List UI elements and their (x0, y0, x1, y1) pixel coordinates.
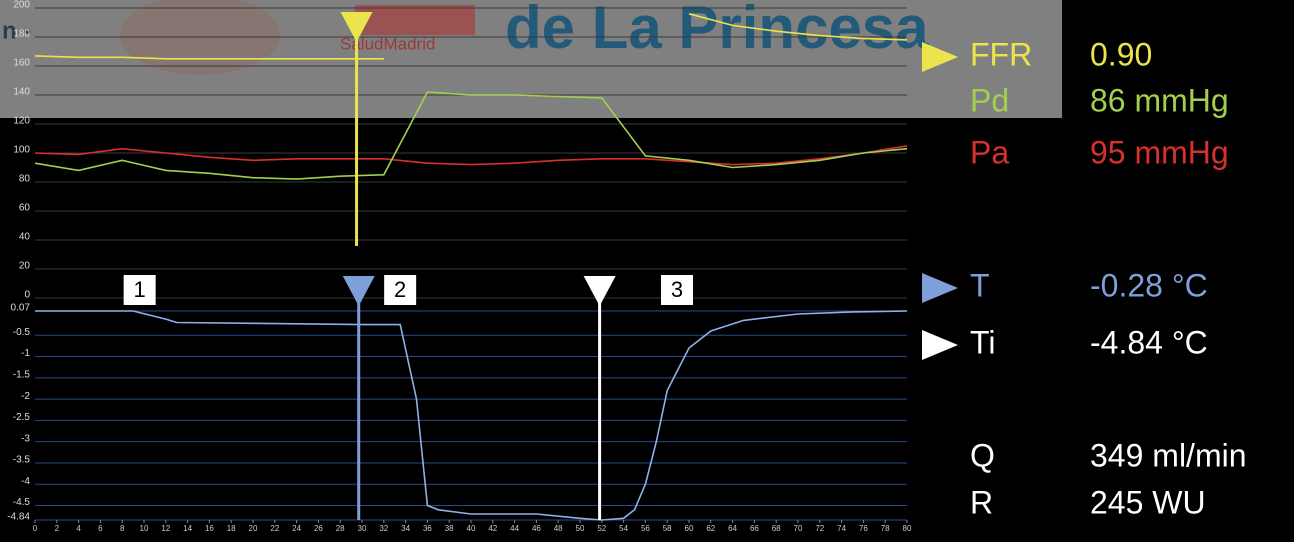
readout-value: -0.28 °C (1090, 267, 1208, 303)
readout-value: 95 mmHg (1090, 134, 1229, 170)
x-tick-label: 10 (140, 524, 149, 533)
y-tick-label: -2 (21, 391, 30, 402)
x-tick-label: 14 (183, 524, 192, 533)
y-tick-label: 160 (13, 58, 30, 69)
x-tick-label: 38 (445, 524, 454, 533)
x-tick-label: 26 (314, 524, 323, 533)
x-tick-label: 8 (120, 524, 125, 533)
x-tick-label: 42 (488, 524, 497, 533)
y-tick-label: -1 (21, 348, 30, 359)
annotation-label: 3 (671, 277, 683, 302)
x-tick-label: 32 (379, 524, 388, 533)
x-tick-label: 2 (55, 524, 60, 533)
y-tick-label: -1.5 (13, 369, 31, 380)
y-tick-label: -4.5 (13, 497, 31, 508)
x-tick-label: 12 (161, 524, 170, 533)
x-tick-label: 24 (292, 524, 301, 533)
x-tick-label: 40 (467, 524, 476, 533)
screen: n - SaludMadrid de La Princesa 020406080… (0, 0, 1294, 542)
y-tick-label: 40 (19, 232, 31, 243)
x-tick-label: 64 (728, 524, 737, 533)
x-tick-label: 46 (532, 524, 541, 533)
readout-value: 349 ml/min (1090, 437, 1247, 473)
x-tick-label: 56 (641, 524, 650, 533)
x-tick-label: 36 (423, 524, 432, 533)
readout-label: Ti (970, 324, 995, 360)
y-tick-label: -4 (21, 476, 30, 487)
readout-value: 86 mmHg (1090, 82, 1229, 118)
annotation-label: 2 (394, 277, 406, 302)
readout-label: Q (970, 437, 995, 473)
watermark-logo (355, 5, 475, 35)
x-tick-label: 68 (772, 524, 781, 533)
y-tick-label: 200 (13, 0, 30, 11)
x-tick-label: 50 (576, 524, 585, 533)
x-tick-label: 6 (98, 524, 103, 533)
y-tick-label: 180 (13, 29, 30, 40)
y-tick-label: -3 (21, 433, 30, 444)
y-tick-label: 120 (13, 116, 30, 127)
x-tick-label: 30 (358, 524, 367, 533)
x-tick-label: 4 (76, 524, 81, 533)
y-tick-label: 140 (13, 87, 30, 98)
y-tick-label: -0.5 (13, 327, 31, 338)
y-tick-label: 20 (19, 261, 31, 272)
readout-value: -4.84 °C (1090, 324, 1208, 360)
x-tick-label: 16 (205, 524, 214, 533)
annotation-label: 1 (134, 277, 146, 302)
x-tick-label: 44 (510, 524, 519, 533)
readout-label: R (970, 484, 993, 520)
x-tick-label: 60 (685, 524, 694, 533)
x-tick-label: 54 (619, 524, 628, 533)
x-tick-label: 72 (815, 524, 824, 533)
y-tick-label: 80 (19, 174, 31, 185)
y-tick-label: 60 (19, 203, 31, 214)
y-tick-label: -4.84 (7, 512, 30, 523)
y-tick-label: 0 (24, 290, 30, 301)
x-tick-label: 0 (33, 524, 38, 533)
readout-label: Pa (970, 134, 1009, 170)
x-tick-label: 22 (270, 524, 279, 533)
y-tick-label: -3.5 (13, 455, 31, 466)
watermark-title: de La Princesa (505, 0, 929, 61)
x-tick-label: 48 (554, 524, 563, 533)
x-tick-label: 76 (859, 524, 868, 533)
readout-label: T (970, 267, 990, 303)
x-tick-label: 34 (401, 524, 410, 533)
x-tick-label: 70 (794, 524, 803, 533)
x-tick-label: 18 (227, 524, 236, 533)
readout-label: Pd (970, 82, 1009, 118)
y-tick-label: 100 (13, 145, 30, 156)
x-tick-label: 20 (249, 524, 258, 533)
readout-value: 0.90 (1090, 36, 1152, 72)
page: n - SaludMadrid de La Princesa 020406080… (0, 0, 1294, 542)
readout-value: 245 WU (1090, 484, 1206, 520)
x-tick-label: 66 (750, 524, 759, 533)
y-tick-label: 0.07 (11, 303, 31, 314)
x-tick-label: 74 (837, 524, 846, 533)
x-tick-label: 62 (706, 524, 715, 533)
x-tick-label: 78 (881, 524, 890, 533)
x-tick-label: 28 (336, 524, 345, 533)
y-tick-label: -2.5 (13, 412, 31, 423)
readout-label: FFR (970, 36, 1032, 72)
x-tick-label: 58 (663, 524, 672, 533)
x-tick-label: 52 (597, 524, 606, 533)
x-tick-label: 80 (903, 524, 912, 533)
